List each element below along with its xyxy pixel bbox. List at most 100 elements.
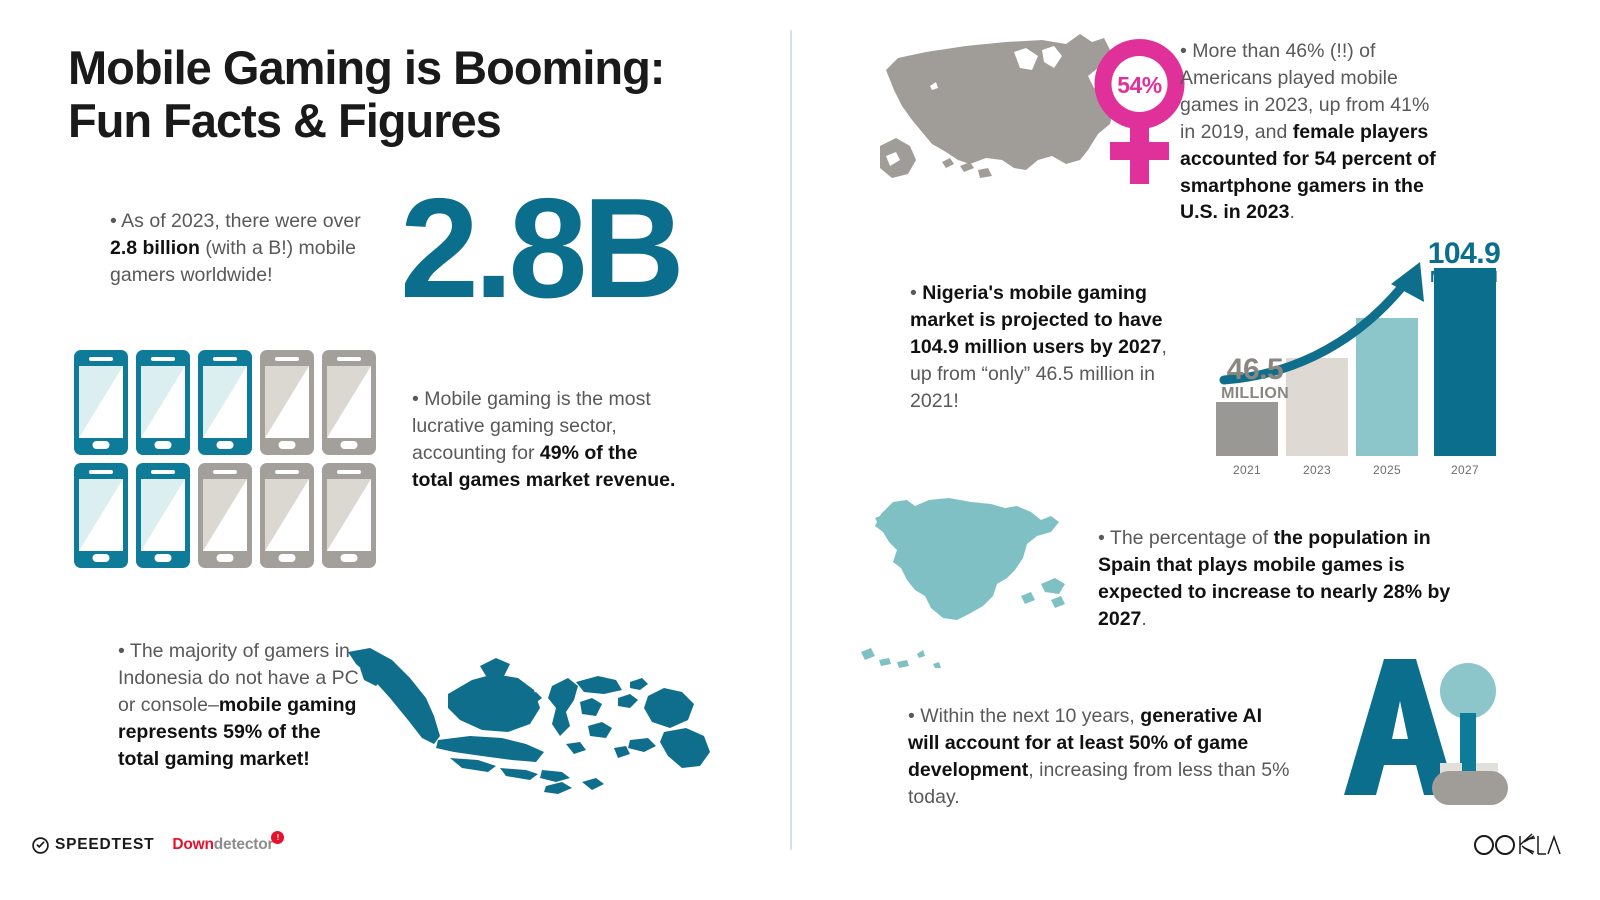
bar-value-label-2027: 104.9 MILLION: [1418, 237, 1510, 287]
speedtest-gauge-icon: [32, 836, 49, 854]
nigeria-users-bar-chart: 2021 2023 2025 2027 46.5 MILLION: [1210, 237, 1510, 495]
bar-chart-plot: 2021 2023 2025 2027 46.5 MILLION: [1210, 237, 1510, 478]
phone-home-button-icon: [278, 554, 296, 562]
phone-icon: [260, 350, 314, 455]
phone-screen: [265, 479, 309, 551]
bar-rect-2021: [1216, 402, 1278, 456]
phone-speaker-icon: [337, 470, 361, 474]
fact-revenue-bold: 49% of the total games market revenue.: [412, 441, 676, 491]
fact-indonesia: • The majority of gamers in Indonesia do…: [118, 638, 366, 773]
fact-worldwide-gamers: • As of 2023, there were over 2.8 billio…: [110, 208, 372, 289]
fact-spain-post: .: [1141, 607, 1147, 630]
bar-2027: 2027: [1434, 268, 1496, 477]
phone-speaker-icon: [151, 357, 175, 361]
bullet-icon: •: [908, 705, 915, 727]
phone-speaker-icon: [151, 470, 175, 474]
phone-screen: [327, 479, 371, 551]
phone-home-button-icon: [92, 441, 110, 449]
speedtest-wordmark: SPEEDTEST: [55, 836, 155, 853]
fact-worldwide-post: (with a B!) mobile gamers worldwide!: [110, 236, 356, 286]
ookla-logo[interactable]: [1472, 830, 1562, 858]
fact-indonesia-bold: mobile gaming represents 59% of the tota…: [118, 693, 357, 770]
phone-icon: [260, 463, 314, 568]
phone-speaker-icon: [213, 470, 237, 474]
phone-icon: [74, 463, 128, 568]
bar-xlabel-2025: 2025: [1373, 463, 1401, 477]
phone-speaker-icon: [89, 357, 113, 361]
fact-spain-bold: the population in Spain that plays mobil…: [1098, 527, 1451, 630]
bar-value-unit-2027: MILLION: [1430, 268, 1498, 286]
fact-worldwide-bold: 2.8 billion: [110, 236, 200, 259]
phone-speaker-icon: [337, 357, 361, 361]
phone-screen: [203, 479, 247, 551]
phone-speaker-icon: [275, 357, 299, 361]
fact-ai-pre: Within the next 10 years,: [920, 705, 1141, 727]
united-states-map-icon: [880, 34, 1116, 178]
phone-icon: [136, 350, 190, 455]
female-symbol-percent-label: 54%: [1117, 72, 1162, 98]
downdetector-alert-badge-icon: !: [271, 831, 285, 844]
fact-generative-ai: • Within the next 10 years, generative A…: [908, 703, 1298, 811]
downdetector-logo[interactable]: Downdetector !: [172, 831, 285, 854]
bar-rect-2025: [1356, 318, 1418, 456]
fact-spain-pre: The percentage of: [1109, 527, 1274, 549]
speedtest-logo[interactable]: SPEEDTEST: [32, 836, 154, 854]
phone-speaker-icon: [89, 470, 113, 474]
fact-spain-population: • The percentage of the population in Sp…: [1098, 525, 1458, 633]
phone-home-button-icon: [340, 441, 358, 449]
fact-nigeria-market: • Nigeria's mobile gaming market is proj…: [910, 280, 1170, 415]
bullet-icon: •: [110, 210, 117, 232]
phone-icon: [198, 350, 252, 455]
phone-speaker-icon: [275, 470, 299, 474]
phone-screen: [141, 479, 185, 551]
phone-home-button-icon: [216, 441, 234, 449]
bar-2021: 2021: [1216, 274, 1278, 477]
bullet-icon: •: [118, 640, 125, 662]
phone-icon: [322, 463, 376, 568]
fact-ai-bold: generative AI will account for at least …: [908, 705, 1263, 781]
phone-icon: [322, 350, 376, 455]
fact-ai-post: , increasing from less than 5% today.: [908, 758, 1290, 808]
phone-icon: [198, 463, 252, 568]
phone-screen: [79, 479, 123, 551]
page-title-line1: Mobile Gaming is Booming:: [68, 41, 665, 94]
big-stat-2-8b: 2.8B: [400, 169, 685, 328]
fact-americans-pre: More than 46% (!!) of Americans played m…: [1180, 40, 1430, 143]
column-divider: [790, 30, 792, 850]
fact-americans-bold: female players accounted for 54 percent …: [1180, 120, 1436, 224]
bar-2023: 2023: [1286, 274, 1348, 477]
bar-rect-2027: [1434, 268, 1496, 456]
fact-revenue-pre: Mobile gaming is the most lucrative gami…: [412, 388, 651, 464]
bar-value-label-2021: 46.5 MILLION: [1216, 355, 1294, 403]
page-title: Mobile Gaming is Booming: Fun Facts & Fi…: [68, 41, 768, 147]
downdetector-word-down: Down: [172, 836, 214, 853]
phone-home-button-icon: [216, 554, 234, 562]
phone-screen: [141, 366, 185, 438]
fact-nigeria-post: , up from “only” 46.5 million in 2021!: [910, 335, 1167, 412]
bar-rect-2023: [1286, 358, 1348, 456]
bar-2025: 2025: [1356, 274, 1418, 477]
phone-icon: [136, 463, 190, 568]
ai-joystick-logo-icon: [1344, 659, 1508, 805]
fact-market-revenue: • Mobile gaming is the most lucrative ga…: [412, 386, 682, 494]
fact-nigeria-bold: Nigeria's mobile gaming market is projec…: [910, 282, 1163, 358]
phone-home-button-icon: [154, 554, 172, 562]
phone-home-button-icon: [278, 441, 296, 449]
page-title-line2: Fun Facts & Figures: [68, 93, 502, 147]
bar-value-number-2027: 104.9: [1427, 237, 1501, 270]
downdetector-word-detector: detector: [213, 836, 274, 853]
phone-home-button-icon: [154, 441, 172, 449]
bullet-icon: •: [910, 282, 917, 304]
fact-indonesia-pre: The majority of gamers in Indonesia do n…: [118, 640, 359, 716]
phone-icon: [74, 350, 128, 455]
phone-screen: [265, 366, 309, 438]
phone-screen: [79, 366, 123, 438]
bar-xlabel-2027: 2027: [1451, 463, 1479, 477]
bullet-icon: •: [412, 388, 419, 410]
bar-xlabel-2023: 2023: [1303, 463, 1331, 477]
phone-ratio-chart: [74, 350, 376, 576]
phone-speaker-icon: [213, 357, 237, 361]
phone-home-button-icon: [92, 554, 110, 562]
fact-american-players: • More than 46% (!!) of Americans played…: [1180, 38, 1448, 226]
